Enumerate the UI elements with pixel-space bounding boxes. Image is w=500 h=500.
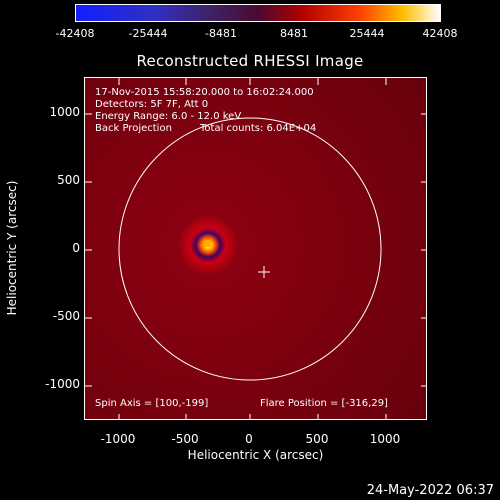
time-range-text: 17-Nov-2015 15:58:20.000 to 16:02:24.000 bbox=[95, 87, 314, 98]
y-tick-label: 0 bbox=[72, 241, 80, 255]
spin-axis-text: Spin Axis = [100,-199] bbox=[95, 398, 209, 409]
colorbar-tick-label: 8481 bbox=[280, 27, 308, 40]
flare-position-text: Flare Position = [-316,29] bbox=[260, 398, 388, 409]
colorbar-tick-label: 25444 bbox=[349, 27, 385, 40]
spin-axis-cross-icon bbox=[258, 266, 270, 278]
colorbar-tick-label: -8481 bbox=[205, 27, 237, 40]
x-axis-label: Heliocentric X (arcsec) bbox=[187, 448, 324, 462]
x-tick-label: 0 bbox=[245, 432, 253, 446]
colorbar-tick-label: -42408 bbox=[55, 27, 95, 40]
y-axis-label: Heliocentric Y (arcsec) bbox=[5, 180, 19, 316]
y-tick-label: -500 bbox=[52, 309, 80, 323]
y-tick-label: 500 bbox=[57, 173, 80, 187]
x-tick-label: 1000 bbox=[369, 432, 401, 446]
plot-title: Reconstructed RHESSI Image bbox=[136, 52, 364, 70]
y-tick-label: -1000 bbox=[45, 377, 80, 391]
x-tick-label: -500 bbox=[171, 432, 199, 446]
total-counts-text: Total counts: 6.04E+04 bbox=[200, 123, 317, 134]
y-tick-label: 1000 bbox=[49, 105, 80, 119]
x-tick-label: 500 bbox=[305, 432, 329, 446]
energy-range-text: Energy Range: 6.0 - 12.0 keV bbox=[95, 111, 242, 122]
flare-source-marker bbox=[204, 241, 211, 247]
axis-ticks bbox=[85, 78, 426, 419]
colorbar bbox=[75, 4, 441, 22]
colorbar-tick-label: -25444 bbox=[128, 27, 168, 40]
x-tick-label: -1000 bbox=[100, 432, 136, 446]
method-text: Back Projection bbox=[95, 123, 172, 134]
rhessi-image bbox=[84, 77, 427, 420]
colorbar-tick-label: 42408 bbox=[422, 27, 458, 40]
solar-limb-circle bbox=[118, 117, 382, 381]
detectors-text: Detectors: 5F 7F, Att 0 bbox=[95, 99, 209, 110]
date-stamp: 24-May-2022 06:37 bbox=[366, 483, 494, 498]
rhessi-image-canvas bbox=[85, 78, 426, 419]
